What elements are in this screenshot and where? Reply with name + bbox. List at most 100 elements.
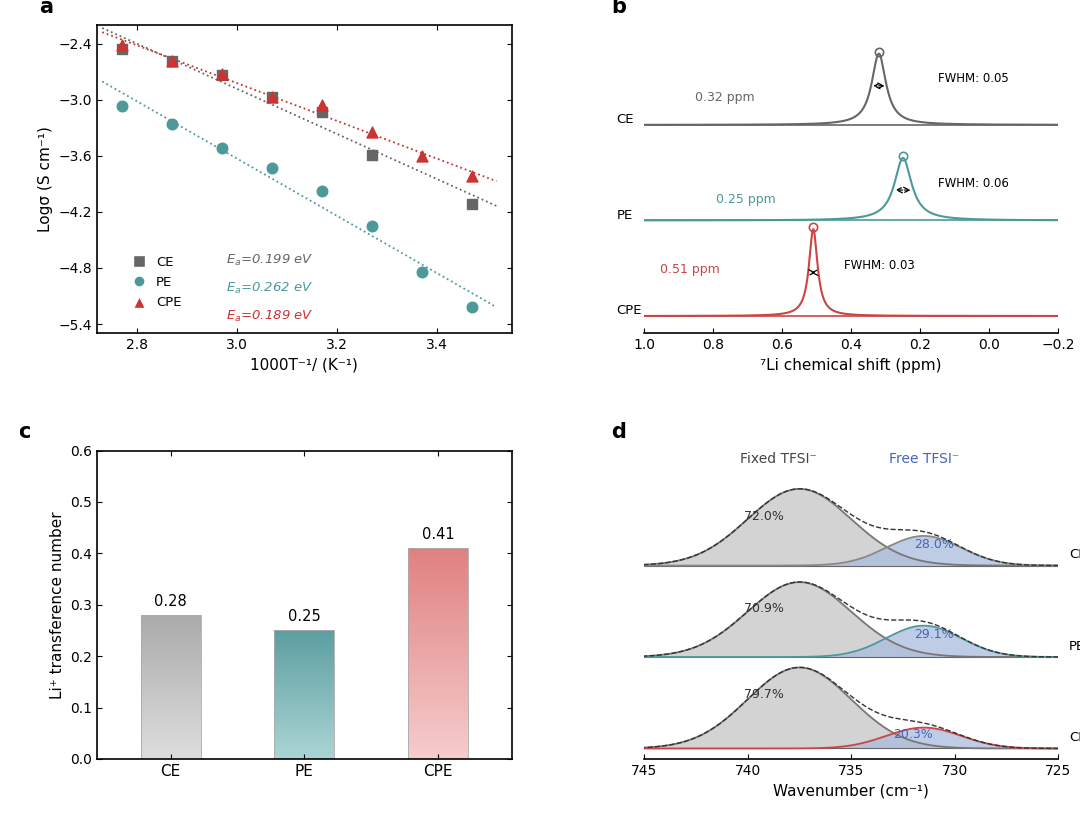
- Text: b: b: [611, 0, 626, 17]
- Bar: [408, 595, 468, 597]
- Bar: [274, 654, 335, 655]
- Bar: [274, 694, 335, 695]
- Point: [413, 149, 430, 163]
- Bar: [140, 741, 201, 742]
- Bar: [274, 664, 335, 665]
- Bar: [140, 730, 201, 731]
- Bar: [408, 678, 468, 680]
- Bar: [408, 740, 468, 741]
- Bar: [408, 735, 468, 736]
- Bar: [140, 662, 201, 663]
- Bar: [274, 683, 335, 684]
- Bar: [274, 739, 335, 740]
- Bar: [408, 603, 468, 605]
- Bar: [274, 711, 335, 712]
- Bar: [408, 629, 468, 631]
- Bar: [140, 739, 201, 740]
- Bar: [274, 688, 335, 690]
- Text: c: c: [18, 422, 31, 442]
- Text: CE: CE: [1069, 548, 1080, 561]
- Bar: [274, 717, 335, 718]
- Bar: [274, 671, 335, 672]
- Bar: [140, 676, 201, 677]
- Bar: [408, 656, 468, 657]
- Bar: [408, 567, 468, 570]
- Bar: [408, 661, 468, 662]
- Bar: [140, 685, 201, 686]
- Bar: [408, 671, 468, 673]
- Bar: [274, 651, 335, 652]
- Bar: [408, 699, 468, 701]
- Point: [463, 300, 481, 314]
- Bar: [140, 691, 201, 693]
- Bar: [408, 691, 468, 692]
- Text: FWHM: 0.06: FWHM: 0.06: [937, 177, 1009, 189]
- Bar: [408, 650, 468, 652]
- Bar: [140, 690, 201, 691]
- Bar: [140, 675, 201, 676]
- Bar: [140, 658, 201, 660]
- Bar: [408, 743, 468, 745]
- Bar: [408, 589, 468, 590]
- Text: CPE: CPE: [1069, 731, 1080, 744]
- Bar: [274, 705, 335, 706]
- Point: [264, 90, 281, 103]
- Bar: [408, 646, 468, 648]
- Text: 0.32 ppm: 0.32 ppm: [694, 91, 755, 103]
- Bar: [140, 651, 201, 652]
- Text: CPE: CPE: [617, 304, 642, 317]
- Bar: [408, 626, 468, 627]
- Bar: [408, 676, 468, 678]
- Bar: [408, 571, 468, 573]
- Bar: [408, 575, 468, 576]
- Bar: [274, 662, 335, 664]
- Bar: [408, 594, 468, 595]
- Bar: [274, 647, 335, 649]
- Bar: [274, 655, 335, 656]
- Bar: [140, 633, 201, 634]
- Bar: [274, 638, 335, 639]
- Bar: [408, 557, 468, 559]
- Bar: [408, 716, 468, 719]
- Bar: [140, 646, 201, 647]
- Bar: [274, 687, 335, 688]
- Bar: [274, 665, 335, 666]
- Point: [413, 265, 430, 279]
- Bar: [140, 617, 201, 619]
- Bar: [274, 737, 335, 739]
- Bar: [274, 703, 335, 705]
- Bar: [408, 550, 468, 552]
- Bar: [274, 743, 335, 744]
- Bar: [274, 670, 335, 671]
- Bar: [274, 724, 335, 725]
- Bar: [140, 736, 201, 737]
- Bar: [140, 626, 201, 627]
- Bar: [408, 581, 468, 583]
- Bar: [408, 686, 468, 687]
- Bar: [140, 638, 201, 639]
- Bar: [140, 671, 201, 672]
- Bar: [140, 694, 201, 696]
- Bar: [274, 744, 335, 745]
- Bar: [408, 548, 468, 550]
- Bar: [408, 619, 468, 620]
- Text: 0.51 ppm: 0.51 ppm: [660, 263, 720, 275]
- Bar: [274, 733, 335, 734]
- Bar: [408, 620, 468, 622]
- Bar: [140, 707, 201, 709]
- Bar: [408, 738, 468, 740]
- Bar: [408, 597, 468, 599]
- Bar: [408, 554, 468, 555]
- Point: [214, 69, 231, 83]
- Text: 0.41: 0.41: [421, 527, 455, 542]
- Bar: [274, 637, 335, 638]
- Bar: [140, 615, 201, 616]
- Bar: [274, 634, 335, 635]
- Bar: [408, 724, 468, 726]
- Bar: [274, 747, 335, 748]
- Bar: [408, 741, 468, 743]
- Bar: [408, 726, 468, 727]
- Bar: [140, 743, 201, 745]
- Point: [363, 219, 380, 233]
- Bar: [274, 755, 335, 756]
